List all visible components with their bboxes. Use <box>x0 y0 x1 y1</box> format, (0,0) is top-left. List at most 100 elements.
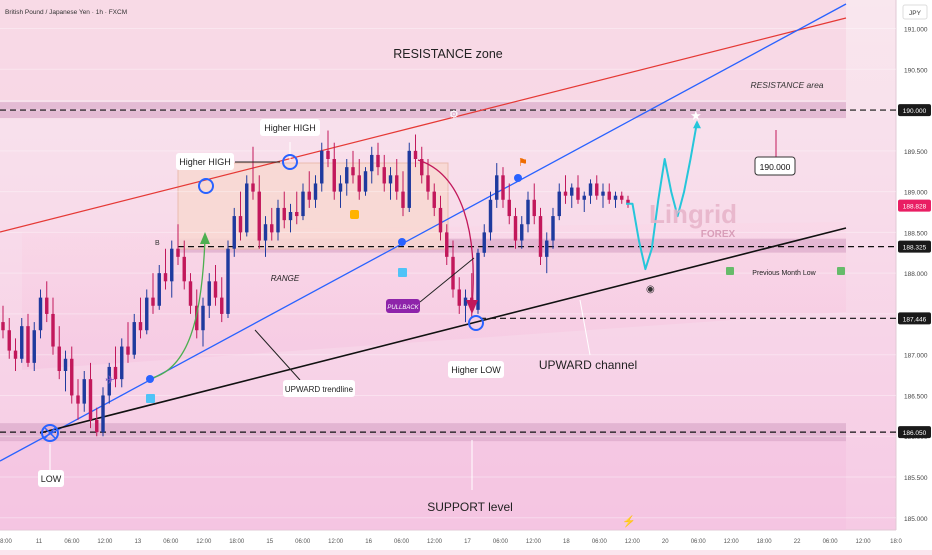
candle[interactable] <box>376 154 380 168</box>
candle[interactable] <box>32 330 36 363</box>
candle[interactable] <box>276 207 280 233</box>
candle[interactable] <box>613 195 618 200</box>
pivot-circle[interactable] <box>41 424 59 442</box>
candle[interactable] <box>395 175 399 192</box>
candle[interactable] <box>26 326 30 363</box>
candle[interactable] <box>538 216 543 257</box>
candle[interactable] <box>595 183 599 196</box>
candle[interactable] <box>182 256 186 282</box>
candle[interactable] <box>426 175 430 192</box>
candle[interactable] <box>20 326 24 359</box>
candle[interactable] <box>220 297 224 314</box>
candle[interactable] <box>313 183 318 200</box>
candle[interactable] <box>620 195 624 200</box>
candle[interactable] <box>545 240 549 257</box>
candle[interactable] <box>445 232 449 257</box>
pivot-circle[interactable] <box>198 178 214 194</box>
candle[interactable] <box>245 183 249 233</box>
candle[interactable] <box>451 256 455 290</box>
candle[interactable] <box>226 248 230 314</box>
candle[interactable] <box>482 232 486 253</box>
candle[interactable] <box>520 224 524 241</box>
candle[interactable] <box>563 191 568 196</box>
support-line[interactable] <box>39 227 847 434</box>
candle[interactable] <box>132 322 136 355</box>
candle[interactable] <box>263 224 268 241</box>
candle[interactable] <box>370 154 374 172</box>
candle[interactable] <box>51 313 55 347</box>
candle[interactable] <box>101 395 105 433</box>
candle[interactable] <box>138 322 143 331</box>
candle[interactable] <box>232 216 236 249</box>
candle[interactable] <box>382 167 386 184</box>
candle[interactable] <box>495 175 499 200</box>
candle[interactable] <box>257 191 261 241</box>
candle[interactable] <box>151 297 155 306</box>
candle[interactable] <box>507 199 511 217</box>
pivot-circle[interactable] <box>468 315 484 331</box>
candle[interactable] <box>351 167 355 176</box>
candle[interactable] <box>513 216 518 241</box>
candle[interactable] <box>607 191 611 200</box>
candle[interactable] <box>145 297 149 331</box>
candle[interactable] <box>457 289 461 306</box>
candle[interactable] <box>363 171 368 192</box>
candle[interactable] <box>126 346 130 355</box>
candle[interactable] <box>320 150 324 184</box>
candle[interactable] <box>213 281 218 298</box>
candle[interactable] <box>432 191 436 208</box>
resistance-line[interactable] <box>0 17 847 233</box>
candle[interactable] <box>88 379 93 420</box>
candle[interactable] <box>295 212 299 217</box>
candle[interactable] <box>526 199 530 225</box>
candle[interactable] <box>1 322 5 331</box>
candle[interactable] <box>476 252 480 310</box>
candle[interactable] <box>201 305 205 331</box>
candle[interactable] <box>532 199 536 217</box>
candle[interactable] <box>326 150 330 159</box>
candle[interactable] <box>38 297 43 331</box>
candle[interactable] <box>57 346 61 371</box>
candle[interactable] <box>238 216 243 233</box>
candle[interactable] <box>282 207 286 221</box>
candle[interactable] <box>82 379 86 404</box>
candle[interactable] <box>388 175 393 184</box>
candle[interactable] <box>407 150 411 208</box>
currency-badge[interactable] <box>902 4 928 20</box>
candle[interactable] <box>301 191 305 217</box>
candle[interactable] <box>488 199 493 233</box>
candle[interactable] <box>288 212 293 221</box>
candle[interactable] <box>551 216 555 241</box>
candle[interactable] <box>95 419 99 433</box>
candle[interactable] <box>70 358 74 396</box>
candle[interactable] <box>45 297 49 314</box>
candle[interactable] <box>157 273 161 306</box>
candle[interactable] <box>163 273 168 282</box>
candle[interactable] <box>307 191 311 200</box>
candle[interactable] <box>626 199 630 204</box>
candle[interactable] <box>420 159 424 176</box>
candle[interactable] <box>170 248 174 282</box>
candle[interactable] <box>438 207 443 233</box>
candle[interactable] <box>401 191 405 208</box>
candle[interactable] <box>176 248 180 257</box>
pivot-circle[interactable] <box>282 154 298 170</box>
candle[interactable] <box>270 224 274 233</box>
candle[interactable] <box>588 183 593 196</box>
upward-trendline-line[interactable] <box>0 3 847 462</box>
candle[interactable] <box>582 195 586 200</box>
candle[interactable] <box>413 150 418 159</box>
candle[interactable] <box>576 187 580 200</box>
candle[interactable] <box>345 167 349 184</box>
candle[interactable] <box>120 346 124 380</box>
candle[interactable] <box>13 350 18 359</box>
candle[interactable] <box>207 281 211 306</box>
candle[interactable] <box>63 358 68 371</box>
candle[interactable] <box>601 191 605 196</box>
candle[interactable] <box>463 297 468 306</box>
candle[interactable] <box>113 366 118 380</box>
candle[interactable] <box>557 191 561 217</box>
candle[interactable] <box>76 395 80 404</box>
